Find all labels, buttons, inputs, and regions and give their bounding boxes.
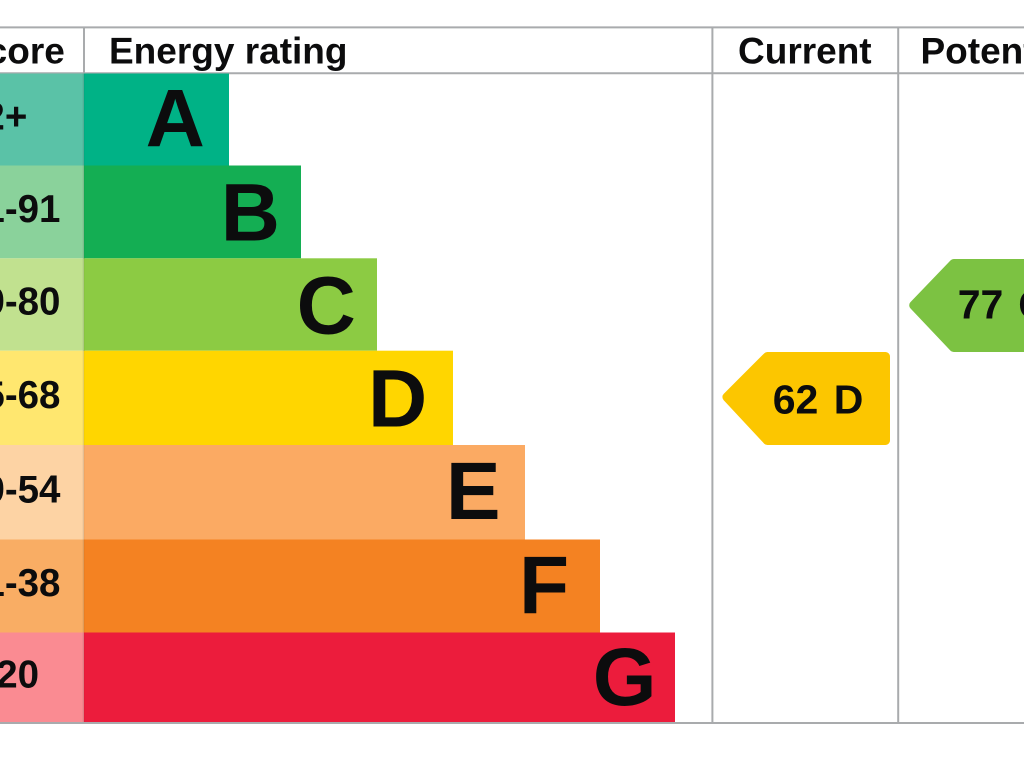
svg-text:C: C: [1018, 282, 1024, 328]
svg-text:1-20: 1-20: [0, 654, 39, 697]
svg-text:Score: Score: [0, 31, 65, 72]
svg-text:D: D: [368, 354, 427, 445]
svg-text:69-80: 69-80: [0, 281, 60, 324]
svg-text:77: 77: [958, 282, 1004, 328]
svg-text:39-54: 39-54: [0, 468, 61, 511]
svg-text:C: C: [297, 261, 356, 352]
svg-text:Current: Current: [738, 31, 872, 72]
svg-text:G: G: [593, 632, 657, 723]
svg-text:A: A: [146, 74, 205, 165]
svg-text:B: B: [221, 167, 280, 258]
svg-text:55-68: 55-68: [0, 374, 60, 417]
svg-text:21-38: 21-38: [0, 562, 60, 605]
svg-text:Energy rating: Energy rating: [109, 31, 348, 72]
svg-text:F: F: [519, 540, 569, 631]
svg-text:62: 62: [773, 376, 819, 422]
svg-text:D: D: [834, 376, 864, 422]
svg-text:Potential: Potential: [921, 31, 1024, 72]
svg-text:E: E: [446, 446, 501, 537]
svg-text:92+: 92+: [0, 96, 27, 139]
svg-text:81-91: 81-91: [0, 188, 60, 231]
